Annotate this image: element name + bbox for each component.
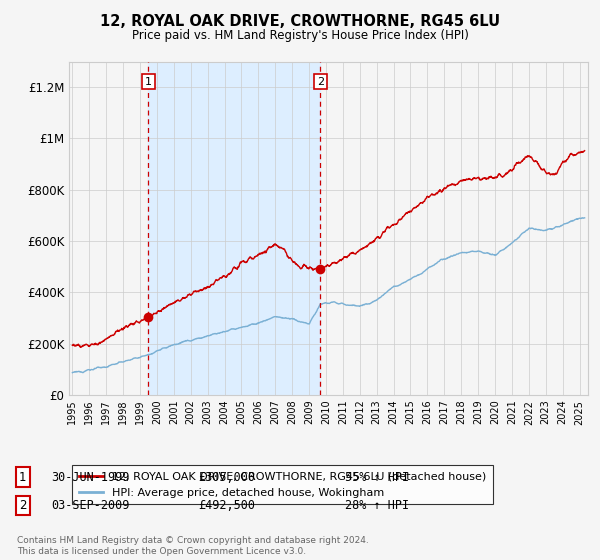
Legend: 12, ROYAL OAK DRIVE, CROWTHORNE, RG45 6LU (detached house), HPI: Average price, : 12, ROYAL OAK DRIVE, CROWTHORNE, RG45 6L… — [72, 465, 493, 504]
Text: 1: 1 — [145, 77, 152, 87]
Text: £305,000: £305,000 — [198, 470, 255, 484]
Text: 2: 2 — [317, 77, 324, 87]
Text: £492,500: £492,500 — [198, 499, 255, 512]
Text: 28% ↑ HPI: 28% ↑ HPI — [345, 499, 409, 512]
Text: 12, ROYAL OAK DRIVE, CROWTHORNE, RG45 6LU: 12, ROYAL OAK DRIVE, CROWTHORNE, RG45 6L… — [100, 14, 500, 29]
Text: Contains HM Land Registry data © Crown copyright and database right 2024.
This d: Contains HM Land Registry data © Crown c… — [17, 536, 368, 556]
Text: 1: 1 — [19, 470, 26, 484]
Text: 30-JUN-1999: 30-JUN-1999 — [51, 470, 130, 484]
Text: 03-SEP-2009: 03-SEP-2009 — [51, 499, 130, 512]
Text: Price paid vs. HM Land Registry's House Price Index (HPI): Price paid vs. HM Land Registry's House … — [131, 29, 469, 42]
Text: 2: 2 — [19, 499, 26, 512]
Bar — [148, 62, 320, 395]
Text: 55% ↑ HPI: 55% ↑ HPI — [345, 470, 409, 484]
